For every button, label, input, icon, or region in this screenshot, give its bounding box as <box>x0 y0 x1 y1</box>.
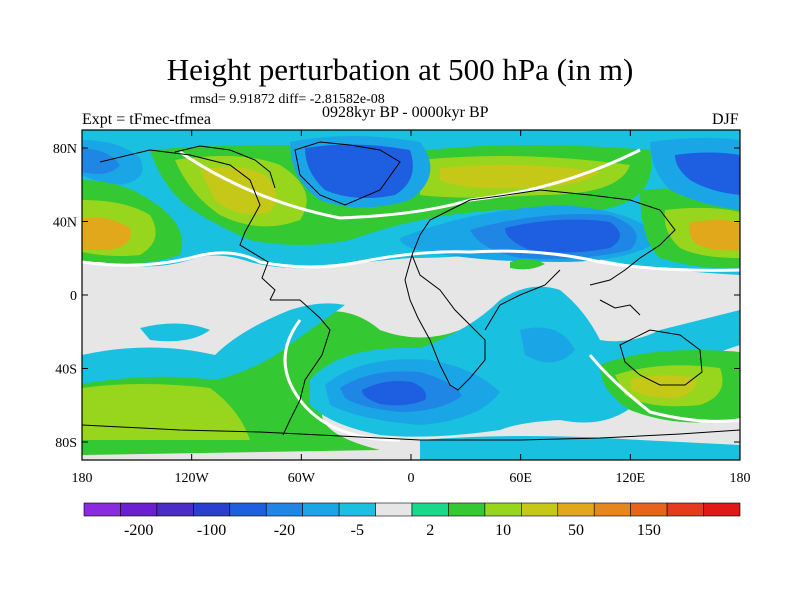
shaded-region <box>420 436 740 460</box>
x-tick-label: 120E <box>616 471 646 486</box>
shaded-region <box>82 148 120 174</box>
shaded-region <box>520 327 575 363</box>
colorbar-label: 150 <box>637 522 661 539</box>
axis-ticks: 80N 40N 0 40S 80S 180 120W 60W 0 60E 120E 180 <box>53 130 751 486</box>
x-tick-label: 120W <box>175 471 210 486</box>
x-tick-label: 60W <box>288 471 316 486</box>
colorbar-box <box>630 502 668 517</box>
shaded-region <box>82 217 131 250</box>
colorbar-box <box>229 502 267 517</box>
colorbar-label: -100 <box>197 522 226 539</box>
x-tick-label: 60E <box>509 471 532 486</box>
colorbar-label: -20 <box>274 522 295 539</box>
colorbar-box <box>593 502 631 517</box>
colorbar-box <box>83 502 121 517</box>
x-tick-label: 0 <box>408 471 415 486</box>
x-tick-label: 180 <box>72 471 93 486</box>
colorbar-label: -5 <box>351 522 364 539</box>
colorbar-box <box>156 502 194 517</box>
colorbar-box <box>557 502 595 517</box>
colorbar-box <box>484 502 522 517</box>
shaded-region <box>675 152 740 195</box>
season-label: DJF <box>712 111 739 128</box>
shaded-region <box>362 381 427 406</box>
height-field <box>82 130 740 460</box>
colorbar-label: 50 <box>568 522 584 539</box>
shaded-region <box>140 323 210 342</box>
y-tick-label: 80N <box>53 142 77 157</box>
zero-contour <box>179 148 641 220</box>
shaded-region <box>200 166 277 215</box>
shaded-region <box>630 375 696 398</box>
plot-title: Height perturbation at 500 hPa (in m) <box>166 52 634 87</box>
shaded-region <box>305 144 413 199</box>
colorbar-box <box>193 502 231 517</box>
colorbar-label: 10 <box>495 522 511 539</box>
zero-contour <box>588 354 740 423</box>
colorbar: -200 -100 -20 -5 2 10 50 150 <box>83 502 741 539</box>
colorbar-label: -200 <box>124 522 153 539</box>
colorbar-box <box>338 502 376 517</box>
shaded-region <box>510 258 545 270</box>
colorbar-box <box>411 502 449 517</box>
y-tick-label: 40S <box>55 363 77 378</box>
colorbar-box <box>521 502 559 517</box>
y-tick-label: 40N <box>53 216 77 231</box>
colorbar-box <box>666 502 704 517</box>
colorbar-box <box>703 502 741 517</box>
colorbar-label: 2 <box>426 522 434 539</box>
stats-line: rmsd= 9.91872 diff= -2.81582e-08 <box>190 92 385 107</box>
shaded-region <box>82 384 250 440</box>
colorbar-box <box>448 502 486 517</box>
shaded-region <box>505 219 620 253</box>
experiment-label: Expt = tFmec-tfmea <box>82 111 211 128</box>
zero-contour <box>82 249 740 272</box>
colorbar-box <box>302 502 340 517</box>
y-tick-label: 0 <box>70 289 77 304</box>
y-tick-label: 80S <box>55 436 77 451</box>
shaded-region <box>688 220 740 251</box>
coastlines <box>82 141 740 441</box>
period-label: 0928kyr BP - 0000kyr BP <box>322 104 489 121</box>
x-tick-label: 180 <box>730 471 751 486</box>
colorbar-box <box>120 502 158 517</box>
colorbar-box <box>375 502 413 517</box>
shaded-region <box>82 303 345 384</box>
colorbar-box <box>265 502 303 517</box>
